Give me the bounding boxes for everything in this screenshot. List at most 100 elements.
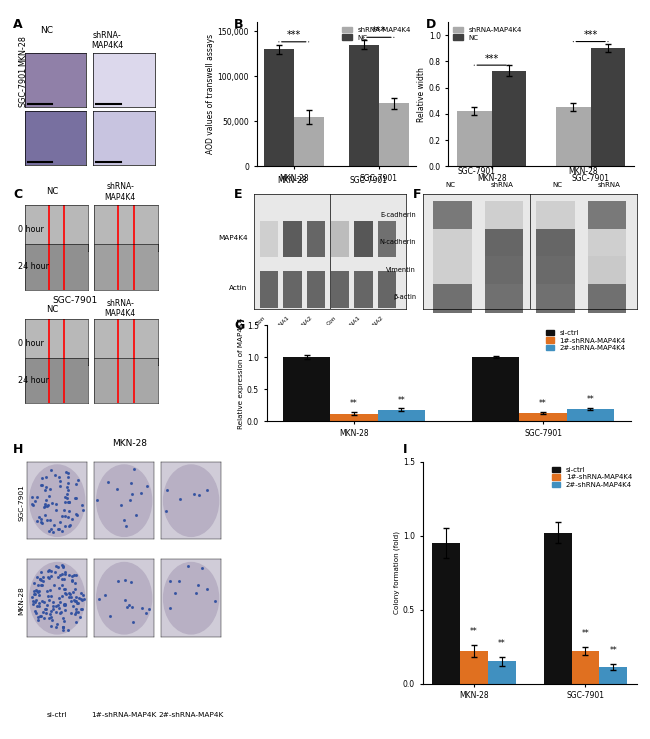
Text: D: D (426, 18, 436, 32)
Bar (378, 409, 425, 421)
Text: I: I (403, 443, 408, 457)
Circle shape (30, 465, 84, 537)
Bar (259, 271, 278, 307)
Bar (588, 229, 626, 259)
Text: C: C (13, 188, 22, 202)
Bar (283, 357, 330, 421)
Bar (536, 201, 575, 231)
Bar (485, 256, 523, 286)
Y-axis label: Relative expression of MAP4K4: Relative expression of MAP4K4 (238, 318, 244, 429)
Text: MAP4K4: MAP4K4 (218, 235, 248, 241)
Text: **: ** (350, 399, 358, 409)
Bar (591, 48, 625, 166)
Text: si-ctrl: si-ctrl (47, 712, 68, 718)
Bar (457, 112, 491, 166)
Circle shape (164, 465, 218, 537)
Text: Con: Con (326, 315, 337, 326)
Text: **: ** (582, 629, 590, 638)
Bar (264, 50, 294, 166)
Bar (488, 661, 516, 684)
Bar (536, 256, 575, 286)
Text: shRNA: shRNA (491, 183, 514, 188)
Bar (567, 409, 614, 421)
Y-axis label: AOD values of transwell assays: AOD values of transwell assays (206, 34, 215, 154)
Legend: si-ctrl, 1#-shRNA-MAP4K4, 2#-shRNA-MAP4K4: si-ctrl, 1#-shRNA-MAP4K4, 2#-shRNA-MAP4K… (544, 329, 627, 353)
Bar (485, 201, 523, 231)
Text: Actin: Actin (229, 285, 248, 291)
Bar (331, 271, 349, 307)
Text: N-cadherin: N-cadherin (380, 239, 416, 245)
Bar (588, 201, 626, 231)
Text: B: B (234, 18, 244, 32)
Y-axis label: Relative width: Relative width (417, 67, 426, 122)
Bar (460, 651, 488, 684)
Bar (354, 271, 372, 307)
Bar (378, 221, 396, 257)
Text: SGC-7901: SGC-7901 (349, 176, 387, 185)
Text: Con: Con (255, 315, 266, 326)
Text: G: G (234, 319, 244, 333)
Text: MKN-28: MKN-28 (277, 176, 307, 185)
Bar (491, 71, 526, 166)
Bar (588, 256, 626, 286)
Text: β-actin: β-actin (393, 294, 416, 301)
Text: **: ** (586, 395, 594, 404)
Text: H: H (13, 443, 23, 457)
Text: shRNA: shRNA (598, 183, 621, 188)
Bar (433, 256, 472, 286)
Bar (599, 667, 627, 684)
Text: MKN-28: MKN-28 (112, 440, 148, 449)
Bar (354, 221, 372, 257)
Text: E-cadherin: E-cadherin (380, 212, 416, 218)
Text: NC: NC (552, 183, 563, 188)
Bar (307, 271, 325, 307)
Bar (331, 221, 349, 257)
Bar (588, 284, 626, 313)
Text: NC: NC (40, 26, 53, 35)
Bar (432, 543, 460, 684)
Text: **: ** (539, 399, 547, 408)
Bar (485, 284, 523, 313)
Text: SGC-7901: SGC-7901 (18, 67, 27, 107)
Bar (433, 284, 472, 313)
Bar (259, 221, 278, 257)
Text: shRNA1: shRNA1 (341, 315, 361, 335)
Bar (485, 229, 523, 259)
Text: shRNA2: shRNA2 (294, 315, 314, 335)
Circle shape (97, 562, 151, 634)
Text: 24 hour: 24 hour (18, 376, 49, 385)
Text: MKN-28: MKN-28 (569, 167, 598, 176)
Bar (536, 229, 575, 259)
Bar (379, 103, 409, 166)
Text: shRNA1: shRNA1 (270, 315, 290, 335)
Bar (330, 414, 378, 421)
Bar (543, 533, 571, 684)
Circle shape (164, 562, 218, 634)
Bar (556, 107, 591, 166)
Text: **: ** (610, 647, 617, 655)
Text: ***: *** (287, 30, 301, 41)
Text: 1#-shRNA-MAP4K: 1#-shRNA-MAP4K (92, 712, 157, 718)
Text: shRNA2: shRNA2 (365, 315, 385, 335)
Text: NC: NC (445, 183, 456, 188)
Bar (433, 229, 472, 259)
Text: 24 hour: 24 hour (18, 262, 49, 270)
Text: MKN-28: MKN-28 (18, 35, 27, 66)
Bar (519, 413, 567, 421)
Bar (283, 271, 302, 307)
Text: ***: *** (484, 54, 499, 64)
Circle shape (97, 465, 151, 537)
Bar (378, 271, 396, 307)
Text: E: E (234, 188, 242, 202)
Text: SGC-7901: SGC-7901 (457, 167, 495, 176)
Text: 0 hour: 0 hour (18, 225, 44, 234)
Text: SGC-7901: SGC-7901 (18, 484, 24, 521)
Text: 2#-shRNA-MAP4K: 2#-shRNA-MAP4K (159, 712, 224, 718)
Text: Vimentin: Vimentin (386, 267, 416, 273)
Bar (571, 651, 599, 684)
Bar (283, 221, 302, 257)
Text: F: F (413, 188, 421, 202)
Text: ***: *** (584, 30, 598, 40)
Bar (294, 117, 324, 166)
Bar (433, 201, 472, 231)
